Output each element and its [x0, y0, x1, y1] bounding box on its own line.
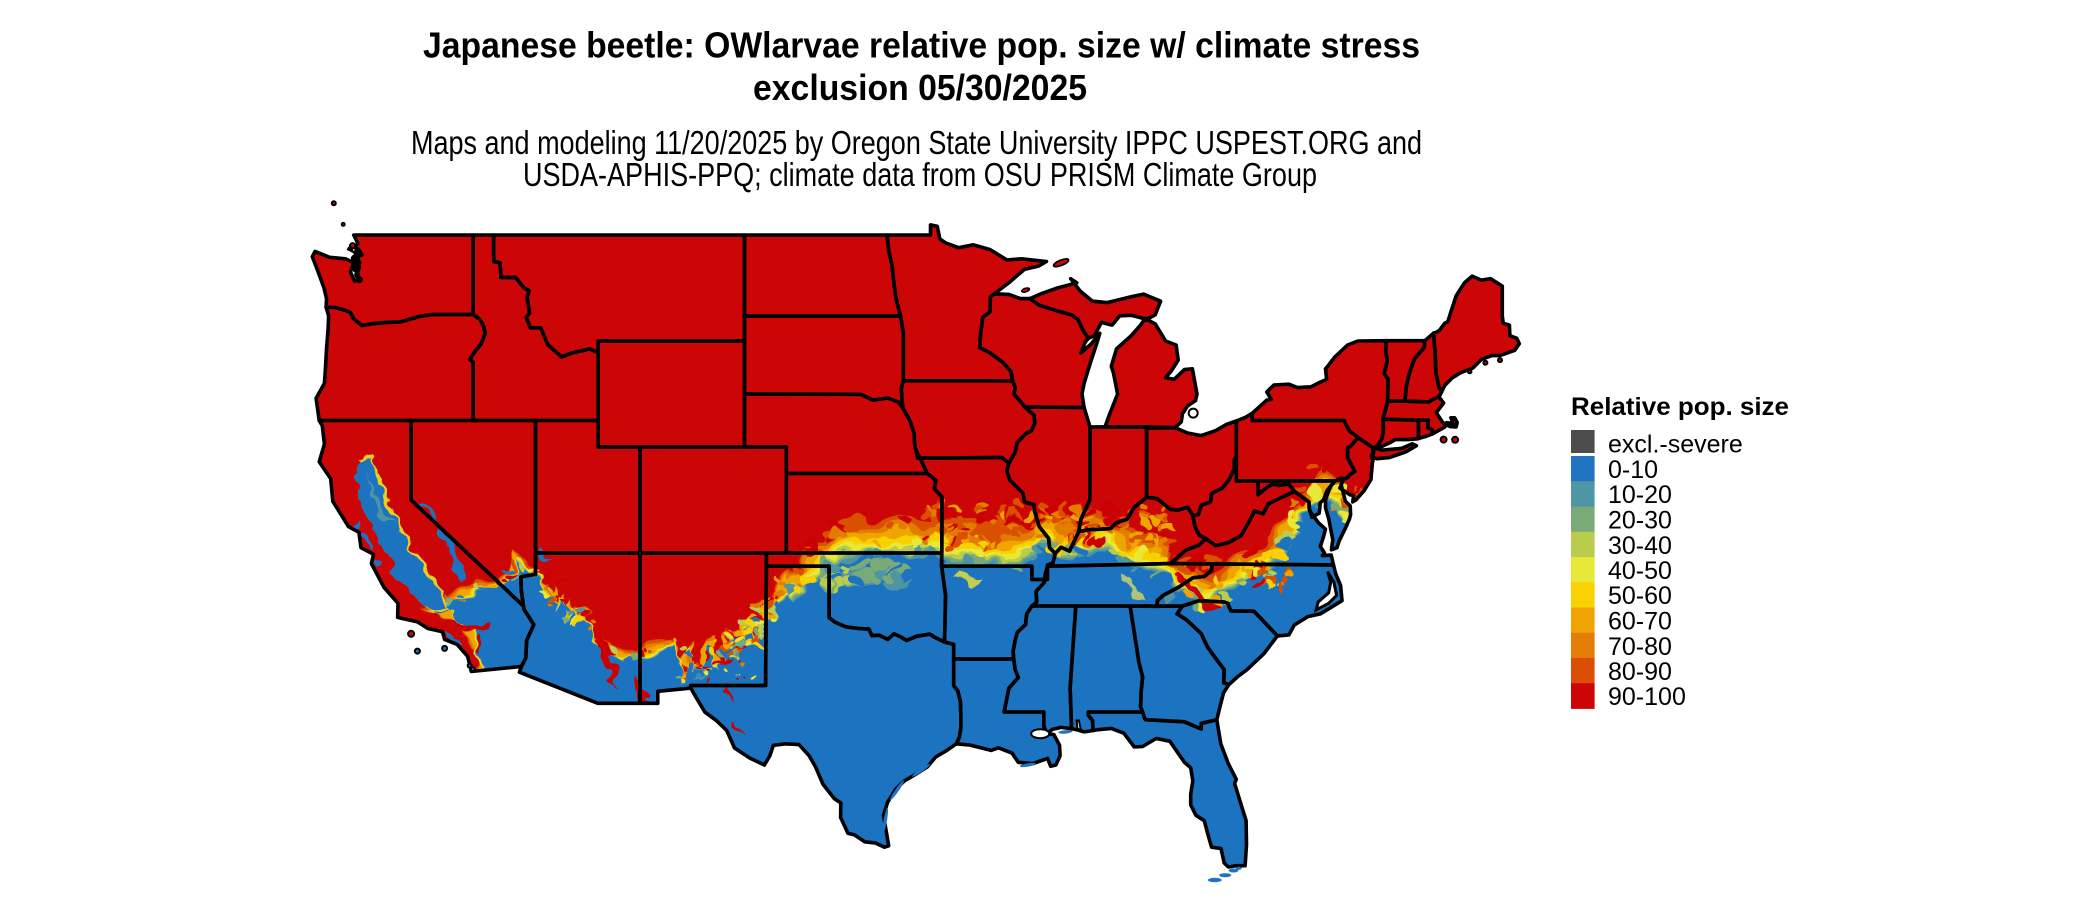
svg-text:USDA-APHIS-PPQ; climate data f: USDA-APHIS-PPQ; climate data from OSU PR… [523, 157, 1317, 194]
svg-text:30-40: 30-40 [1608, 532, 1672, 560]
svg-text:70-80: 70-80 [1608, 633, 1672, 661]
svg-text:excl.-severe: excl.-severe [1608, 431, 1743, 459]
svg-text:10-20: 10-20 [1608, 481, 1672, 509]
svg-text:Maps and modeling 11/20/2025 b: Maps and modeling 11/20/2025 by Oregon S… [411, 125, 1422, 162]
svg-text:20-30: 20-30 [1608, 507, 1672, 535]
svg-text:60-70: 60-70 [1608, 608, 1672, 636]
svg-text:Japanese beetle: OWlarvae rela: Japanese beetle: OWlarvae relative pop. … [423, 25, 1420, 66]
svg-text:exclusion 05/30/2025: exclusion 05/30/2025 [753, 67, 1087, 108]
svg-text:Relative pop. size: Relative pop. size [1571, 393, 1789, 421]
svg-text:40-50: 40-50 [1608, 557, 1672, 585]
svg-text:0-10: 0-10 [1608, 456, 1658, 484]
svg-text:50-60: 50-60 [1608, 582, 1672, 610]
svg-text:80-90: 80-90 [1608, 658, 1672, 686]
svg-text:90-100: 90-100 [1608, 683, 1686, 711]
